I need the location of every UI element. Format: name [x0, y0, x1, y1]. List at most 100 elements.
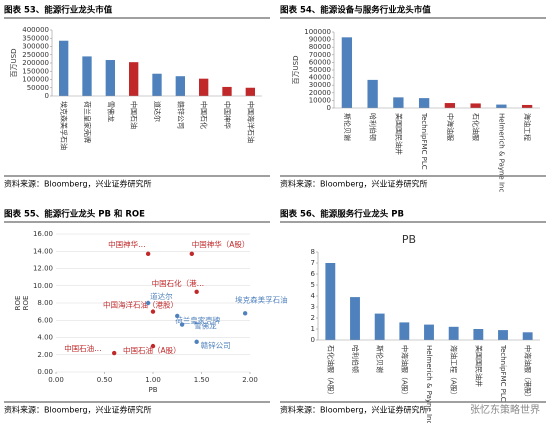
x-tick-label: 赣锌公司	[176, 101, 185, 129]
point-label: 埃克森美孚石油	[235, 294, 288, 304]
x-tick-label: Helmerich & Payne Inc	[497, 113, 505, 192]
y-tick-label: 10000	[309, 96, 331, 104]
y-tick-label: 14.00	[33, 247, 53, 255]
x-tick-label: 中海油服（港股）	[524, 345, 533, 401]
x-tick-label: 海油工程	[523, 113, 532, 141]
y-tick-label: 30000	[309, 81, 331, 89]
y-tick-label: 250000	[22, 51, 49, 59]
x-tick-label: 石化油服（A股）	[326, 345, 335, 399]
y-tick-label: 7	[311, 259, 315, 267]
watermark: 张忆东策略世界	[470, 403, 540, 416]
x-tick-label: 埃克森美孚石油	[60, 101, 69, 150]
y-tick-label: 50000	[309, 66, 331, 74]
x-tick-label: 中海油服	[446, 113, 455, 141]
y-tick-label: 20000	[309, 89, 331, 97]
y-tick-label: 1	[311, 325, 315, 333]
point-label: 荷兰皇家壳牌	[175, 315, 220, 325]
y-tick-label: 2.00	[37, 351, 53, 359]
plot-title: PB	[402, 233, 416, 246]
x-tick-label: 0.00	[48, 376, 64, 384]
bar	[152, 73, 162, 96]
y-tick-label: 8	[311, 248, 315, 256]
y-tick-label: 5	[311, 281, 315, 289]
y-tick-label: 50000	[27, 84, 49, 92]
point	[189, 251, 194, 257]
x-tick-label: TechnipFMC PLC	[420, 112, 428, 170]
y-tick-label: 150000	[22, 67, 49, 75]
point	[145, 251, 151, 257]
y-tick-label: 10.00	[33, 282, 53, 290]
point-label: 中国神华…	[108, 239, 145, 249]
chart-title: 图表 55、能源行业龙头 PB 和 ROE	[4, 209, 145, 220]
y-axis-label: 百万USD	[292, 56, 300, 85]
y-tick-label: 80000	[309, 43, 331, 51]
y-tick-label: 6.00	[37, 316, 53, 324]
x-tick-label: 0.50	[97, 376, 113, 384]
x-tick-label: 海油工程（A股）	[450, 345, 459, 399]
chart-title: 图表 53、能源行业龙头市值	[4, 5, 113, 16]
y-tick-label: 0	[311, 336, 315, 344]
x-tick-label: 哈利伯顿	[369, 113, 378, 141]
bar	[350, 297, 360, 340]
x-tick-label: 2.00	[242, 376, 258, 384]
y-tick-label: 300000	[22, 43, 49, 51]
bar	[496, 104, 507, 108]
y-tick-label: 3	[311, 303, 315, 311]
point	[242, 311, 248, 316]
y-tick-label: 4.00	[37, 334, 53, 342]
y-tick-label: 200000	[22, 59, 49, 67]
x-axis-label: PB	[148, 386, 157, 394]
point	[145, 300, 151, 306]
bar	[105, 60, 115, 96]
y-tick-label: 100000	[22, 76, 49, 84]
y-axis-label: 百万USD	[10, 49, 18, 78]
source: 资料来源：Bloomberg，兴业证券研究所	[280, 179, 428, 189]
y-tick-label: 0.00	[37, 368, 53, 376]
point-label: 中国石油…	[64, 343, 102, 353]
y-tick-label: 70000	[309, 51, 331, 59]
y-tick-label: 100000	[304, 28, 331, 36]
x-tick-label: TechnipFMC PLC	[499, 344, 507, 402]
point-label: 道达尔	[150, 291, 173, 301]
x-tick-label: 1.00	[145, 376, 161, 384]
bar	[448, 326, 459, 340]
x-tick-label: 斯伦贝谢	[343, 113, 352, 141]
y-tick-label: 8.00	[37, 299, 53, 307]
point-label: 中国石化（港…	[152, 278, 205, 288]
point-label: 赣锌公司	[201, 340, 231, 350]
y-tick-label: 350000	[22, 34, 49, 42]
point	[194, 289, 199, 294]
bar	[470, 103, 481, 108]
y-axis-label: ROE	[22, 296, 30, 311]
point	[112, 350, 117, 356]
y-tick-label: 16.00	[33, 230, 53, 238]
bar	[522, 332, 533, 340]
bar	[129, 62, 139, 96]
y-tick-label: 2	[311, 314, 315, 322]
point-label: 中国神华（A股）	[192, 239, 250, 249]
bar	[82, 56, 92, 96]
bar	[418, 98, 430, 108]
y-tick-label: 40000	[309, 74, 331, 82]
bar	[59, 40, 69, 96]
point-label: 雪佛龙	[194, 321, 217, 331]
bar	[374, 313, 385, 340]
bar	[399, 322, 410, 340]
y-tick-label: 12.00	[33, 265, 53, 273]
y-tick-label: 4	[311, 292, 316, 300]
bar	[393, 97, 404, 108]
point	[175, 313, 180, 319]
x-tick-label: 1.50	[194, 376, 210, 384]
y-tick-label: 400000	[22, 26, 49, 34]
x-tick-label: 哈利伯顿	[351, 345, 360, 373]
point	[150, 343, 156, 349]
x-tick-label: 美国国民油井	[474, 345, 483, 387]
point	[194, 339, 199, 345]
x-tick-label: 中国石油	[130, 101, 139, 129]
bar	[367, 79, 378, 108]
x-tick-label: Helmerich & Payne Inc	[425, 345, 433, 423]
bar	[325, 263, 336, 340]
y-tick-label: 60000	[309, 58, 331, 66]
bar	[521, 104, 533, 108]
